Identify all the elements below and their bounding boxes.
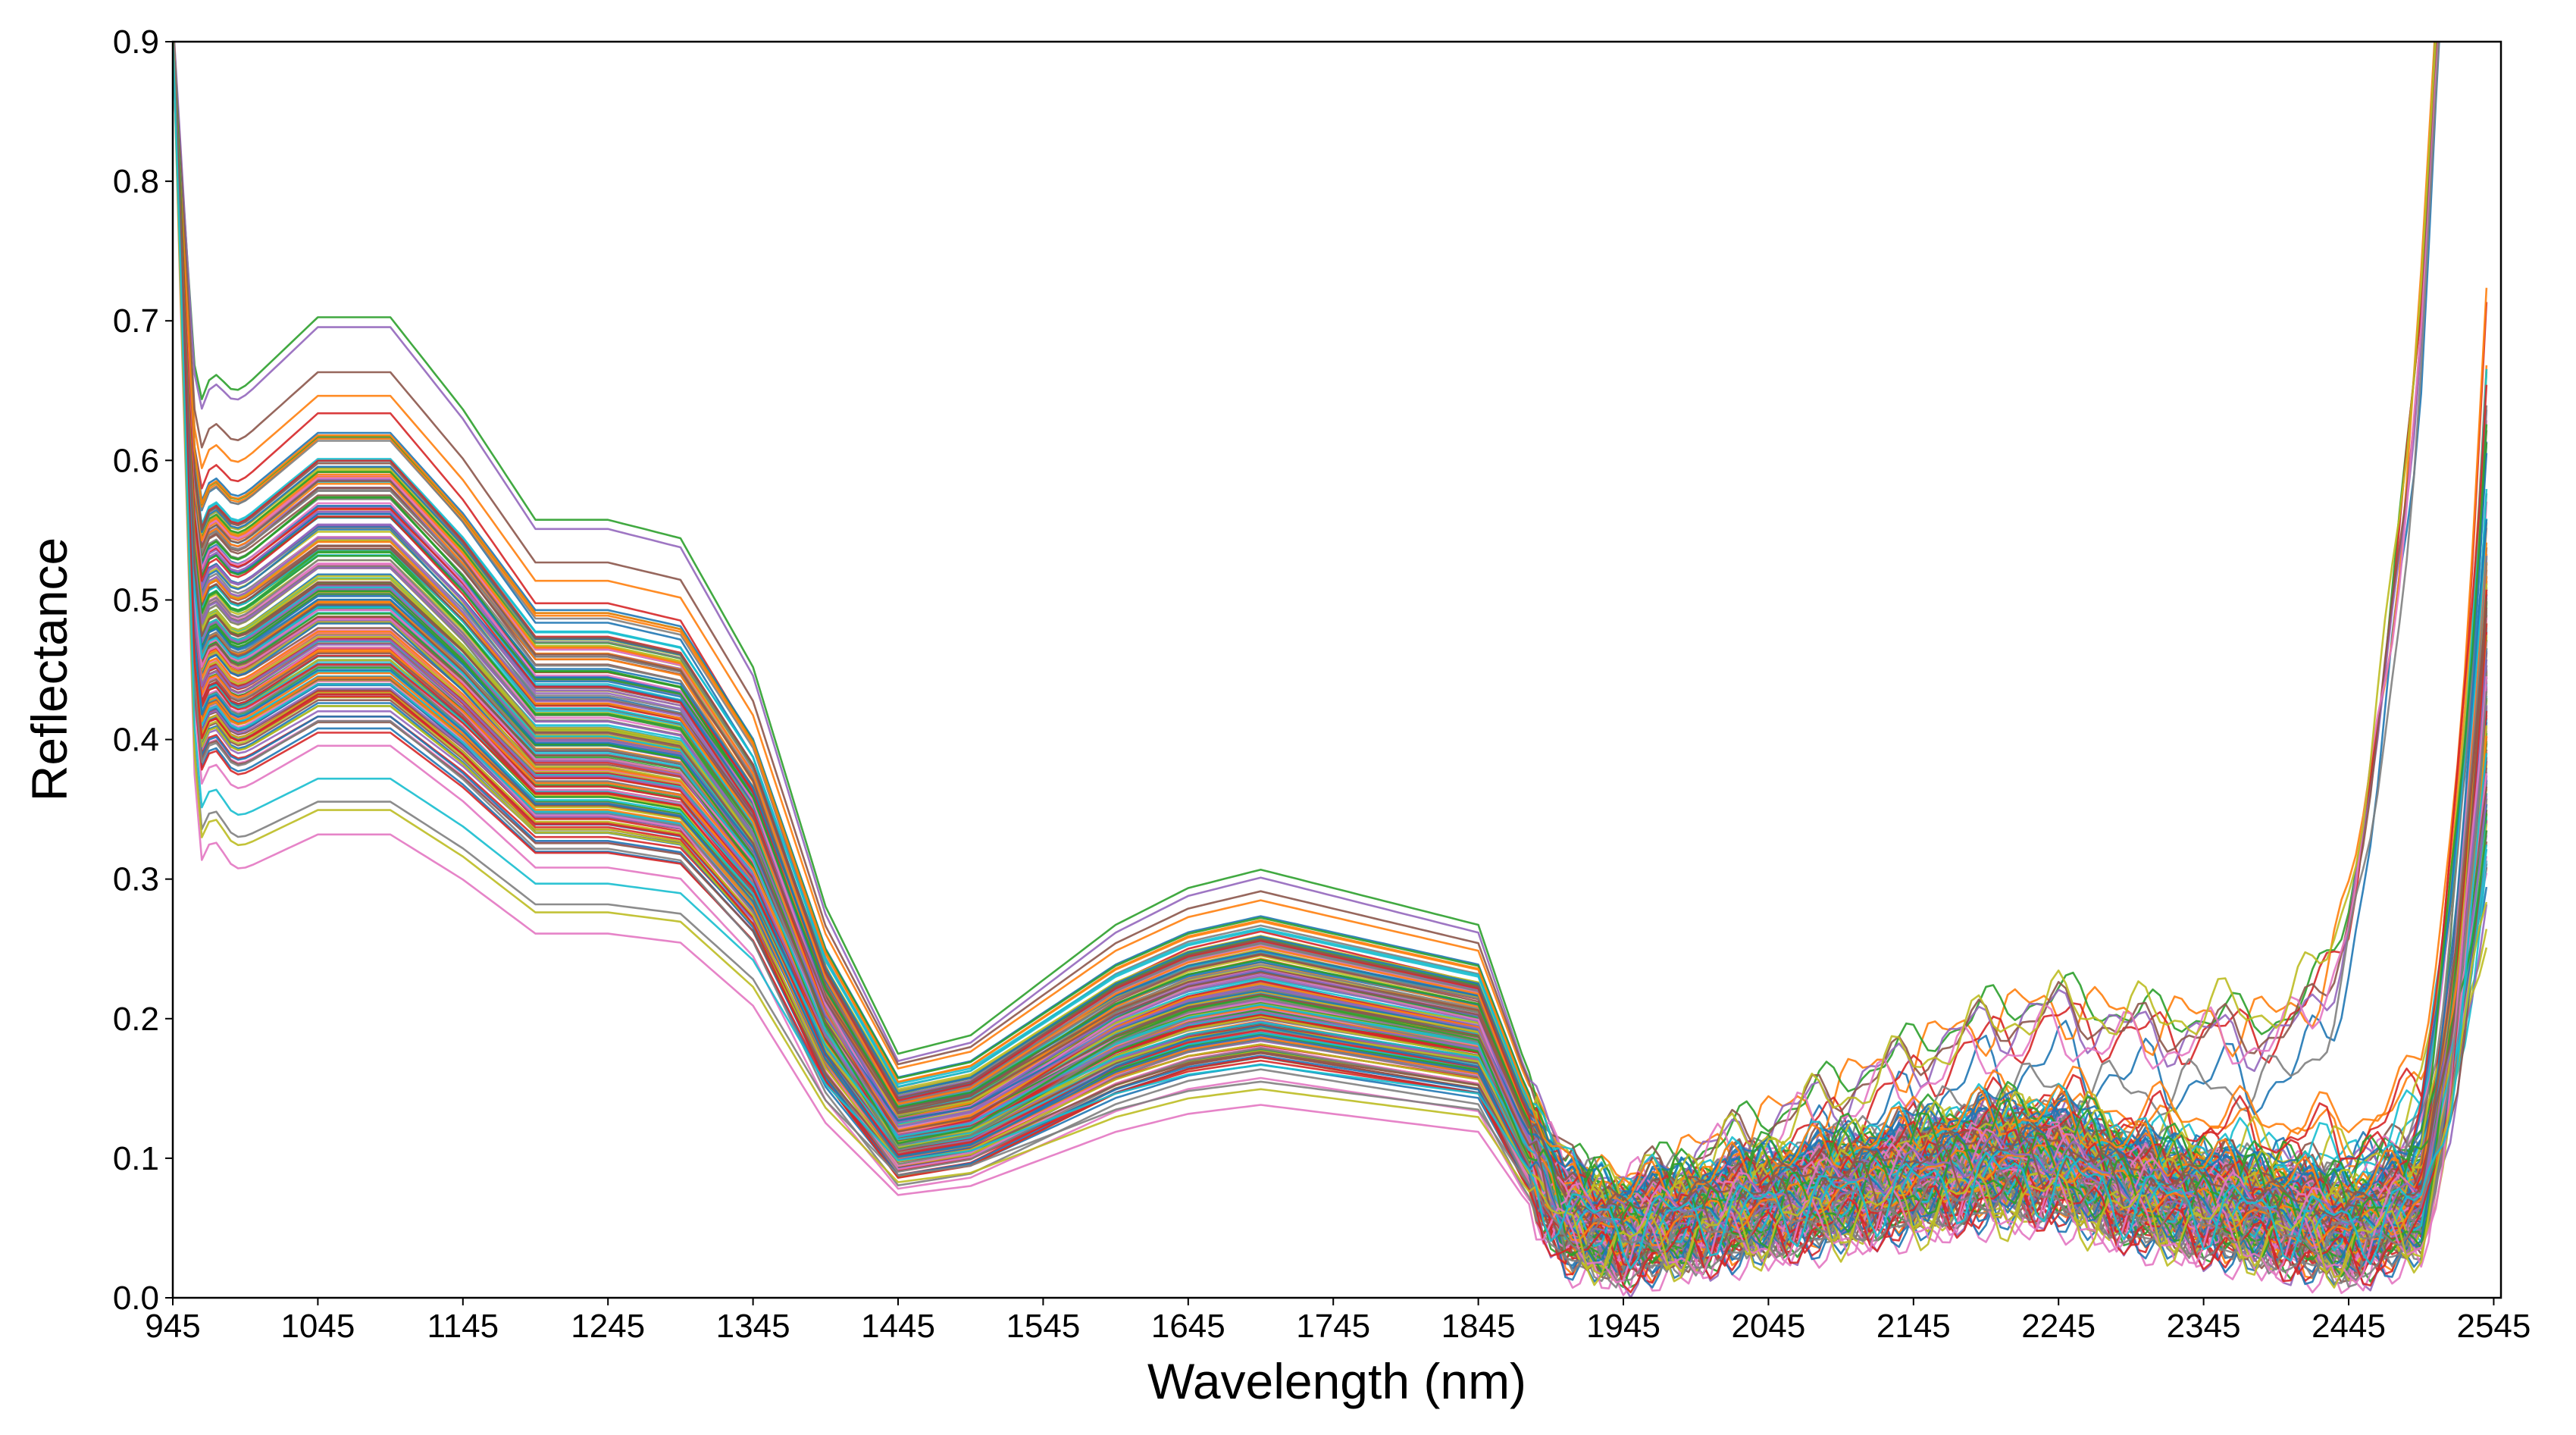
- spectrum-line: [173, 42, 2488, 1279]
- y-tick-label: 0.8: [113, 163, 159, 200]
- x-tick-label: 2545: [2456, 1308, 2531, 1345]
- spectrum-line: [173, 42, 2488, 1262]
- spectrum-line: [173, 42, 2488, 1263]
- spectrum-line: [173, 42, 2488, 1248]
- spectrum-line: [173, 42, 2436, 1208]
- x-tick-label: 2345: [2167, 1308, 2241, 1345]
- spectrum-line: [173, 42, 2438, 1200]
- spectrum-line: [173, 42, 2488, 1262]
- x-tick-label: 1145: [427, 1308, 499, 1345]
- spectrum-line: [173, 42, 2488, 1267]
- spectrum-line: [173, 42, 2488, 1267]
- spectrum-line: [173, 42, 2488, 1264]
- spectrum-line: [173, 42, 2488, 1280]
- x-tick-label: 2145: [1876, 1308, 1951, 1345]
- plot-frame: [171, 40, 2502, 1299]
- x-axis-label: Wavelength (nm): [1147, 1353, 1526, 1409]
- spectrum-line: [173, 42, 2488, 1216]
- x-tick-label: 2445: [2312, 1308, 2386, 1345]
- spectrum-line: [173, 42, 2488, 1255]
- series-lines: [173, 42, 2488, 1298]
- axis-ticks: 945 1045 1145 1245 1345 1445 1545 1645 1745 1845 1…: [113, 23, 2531, 1345]
- x-tick-label: 1745: [1296, 1308, 1370, 1345]
- y-tick-label: 0.4: [113, 722, 159, 759]
- spectrum-line: [173, 42, 2439, 1253]
- y-tick-label: 0.2: [113, 1001, 159, 1038]
- spectrum-line: [173, 42, 2488, 1252]
- spectrum-line: [173, 42, 2488, 1282]
- spectrum-line: [173, 42, 2488, 1284]
- spectrum-line: [173, 42, 2488, 1245]
- y-tick-label: 0.1: [113, 1140, 159, 1177]
- y-tick-label: 0.9: [113, 23, 159, 61]
- x-tick-label: 1945: [1586, 1308, 1660, 1345]
- x-tick-label: 2245: [2021, 1308, 2096, 1345]
- spectrum-line: [173, 42, 2488, 1225]
- y-tick-label: 0.6: [113, 442, 159, 479]
- spectrum-line: [173, 42, 2488, 1214]
- spectrum-line: [173, 42, 2488, 1294]
- spectrum-line: [173, 42, 2488, 1242]
- x-tick-label: 2045: [1731, 1308, 1805, 1345]
- y-tick-label: 0.5: [113, 581, 159, 619]
- spectrum-line: [173, 42, 2488, 1270]
- y-tick-label: 0.3: [113, 861, 159, 898]
- spectrum-line: [173, 42, 2437, 1215]
- x-tick-label: 1045: [280, 1308, 355, 1345]
- y-axis-label: Reflectance: [21, 537, 77, 802]
- spectrum-line: [173, 42, 2488, 1275]
- x-tick-label: 1645: [1151, 1308, 1225, 1345]
- spectrum-line: [173, 42, 2488, 1255]
- x-tick-label: 1245: [571, 1308, 645, 1345]
- spectrum-line: [173, 42, 2488, 1265]
- y-tick-label: 0.0: [113, 1280, 159, 1317]
- y-tick-label: 0.7: [113, 302, 159, 340]
- spectrum-line: [173, 42, 2488, 1247]
- spectrum-line: [173, 42, 2488, 1246]
- spectrum-line: [173, 42, 2488, 1236]
- spectrum-line: [173, 42, 2488, 1278]
- x-tick-label: 1445: [861, 1308, 935, 1345]
- spectrum-line: [173, 42, 2488, 1264]
- spectrum-line: [173, 42, 2488, 1289]
- x-tick-label: 1345: [716, 1308, 790, 1345]
- spectrum-line: [173, 42, 2488, 1214]
- spectrum-line: [173, 42, 2488, 1295]
- x-tick-label: 1545: [1006, 1308, 1080, 1345]
- x-tick-label: 945: [145, 1308, 200, 1345]
- x-tick-label: 1845: [1441, 1308, 1516, 1345]
